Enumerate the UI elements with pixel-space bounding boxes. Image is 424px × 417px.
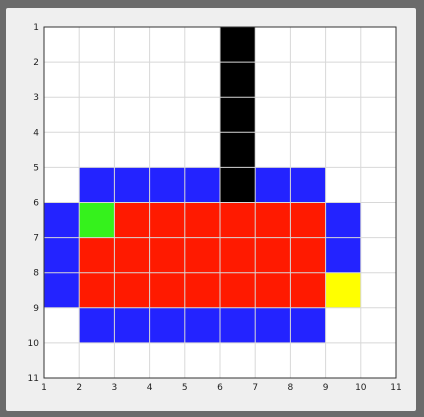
x-tick-label: 10 <box>355 383 367 393</box>
axes-border <box>43 26 397 379</box>
y-tick-label: 1 <box>33 23 39 33</box>
yellow-square <box>325 272 361 308</box>
y-tick-label: 6 <box>33 199 39 209</box>
blue-top-bar <box>79 167 326 203</box>
blue-left-bar <box>44 202 80 308</box>
y-axis-ticks: 1 2 3 4 5 6 7 8 9 10 11 <box>28 23 40 384</box>
x-axis-ticks: 1 2 3 4 5 6 7 8 9 10 11 <box>41 383 402 393</box>
x-tick-label: 8 <box>288 383 294 393</box>
x-tick-label: 7 <box>252 383 258 393</box>
y-tick-label: 4 <box>33 128 39 138</box>
y-tick-label: 2 <box>33 58 39 68</box>
y-tick-label: 10 <box>28 339 40 349</box>
y-tick-label: 11 <box>28 374 39 384</box>
x-tick-label: 5 <box>182 383 188 393</box>
x-tick-label: 11 <box>390 383 401 393</box>
x-tick-label: 3 <box>112 383 118 393</box>
green-square <box>79 202 115 238</box>
red-body <box>79 202 326 308</box>
x-tick-label: 4 <box>147 383 153 393</box>
y-tick-label: 7 <box>33 234 39 244</box>
y-tick-label: 8 <box>33 269 39 279</box>
black-column <box>220 27 256 203</box>
x-tick-label: 2 <box>76 383 82 393</box>
blue-bottom-bar <box>79 307 326 343</box>
x-tick-label: 9 <box>323 383 329 393</box>
cells-layer <box>44 27 361 343</box>
x-tick-label: 1 <box>41 383 47 393</box>
y-tick-label: 3 <box>33 93 39 103</box>
y-tick-label: 9 <box>33 304 39 314</box>
x-tick-label: 6 <box>217 383 223 393</box>
y-tick-label: 5 <box>33 163 39 173</box>
